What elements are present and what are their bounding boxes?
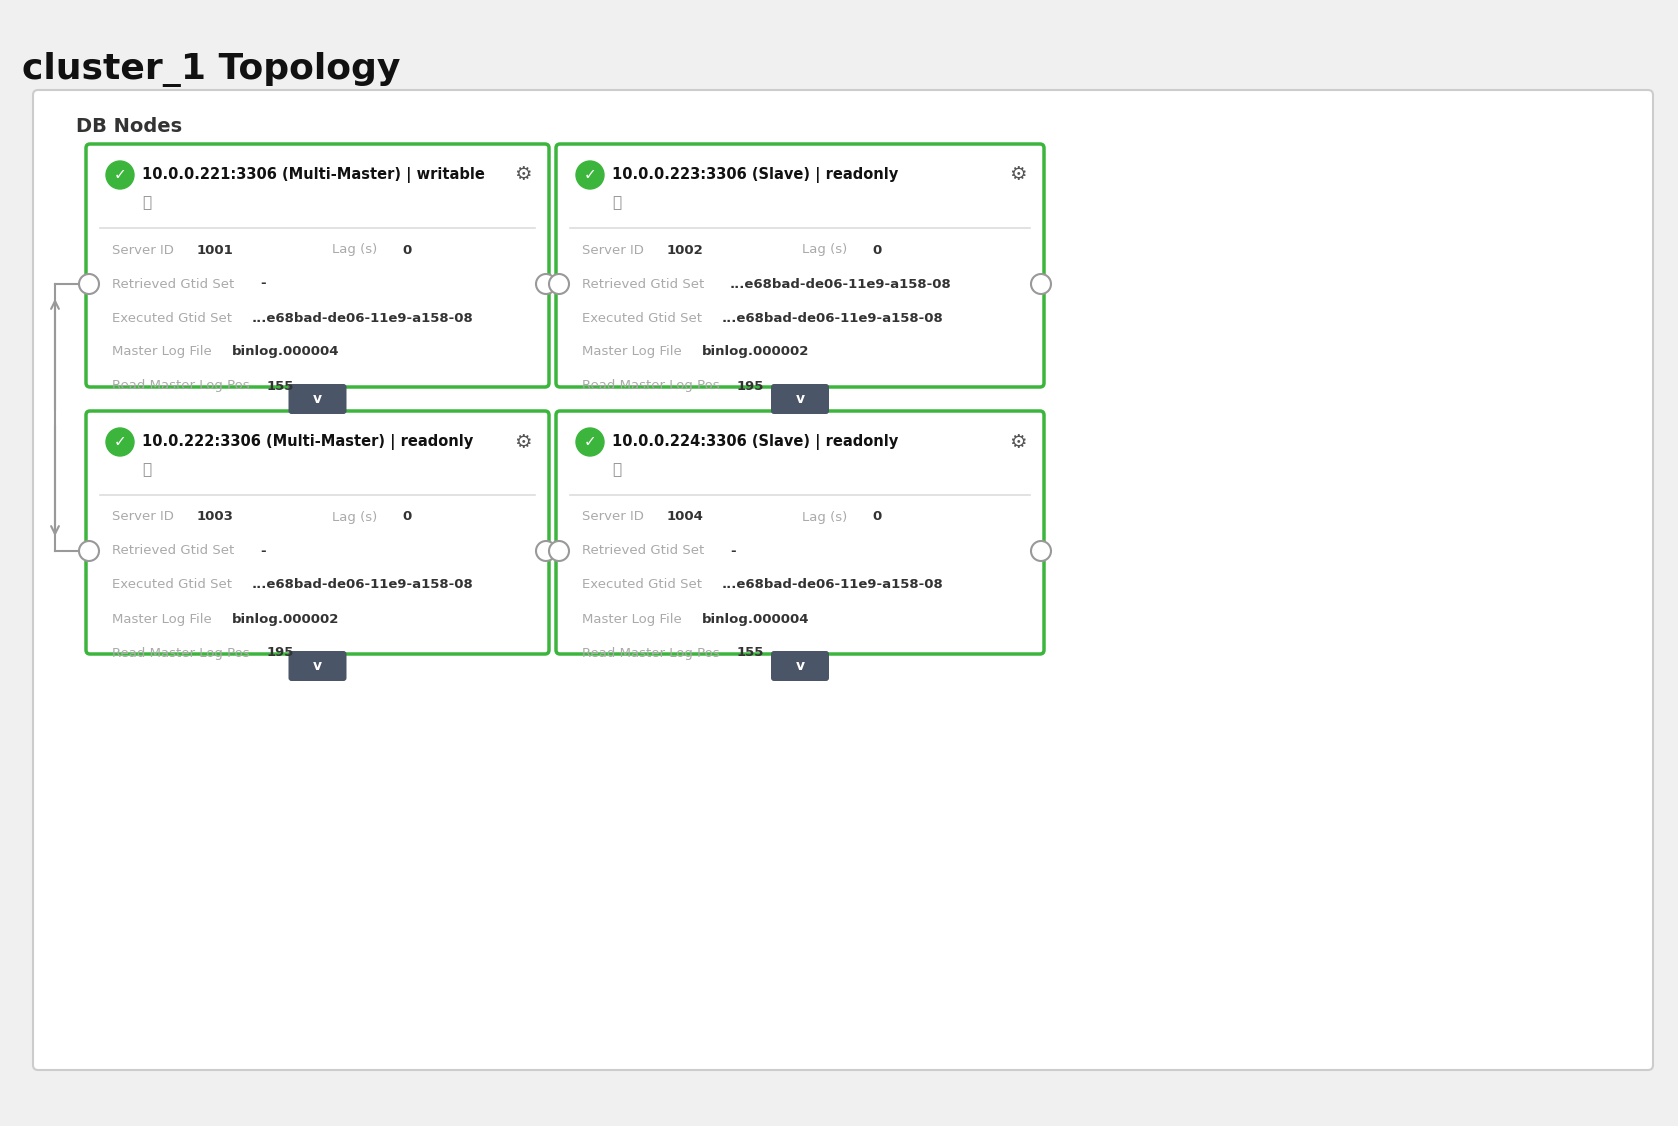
Text: Executed Gtid Set: Executed Gtid Set [582,312,701,324]
Text: Master Log File: Master Log File [582,613,681,626]
Text: v: v [314,659,322,673]
FancyBboxPatch shape [86,144,549,387]
Text: 10.0.0.223:3306 (Slave) | readonly: 10.0.0.223:3306 (Slave) | readonly [612,167,898,184]
Text: Retrieved Gtid Set: Retrieved Gtid Set [112,277,235,291]
Circle shape [549,274,569,294]
Text: ⧉: ⧉ [143,196,151,211]
Circle shape [79,540,99,561]
Circle shape [576,161,604,189]
Text: 10.0.0.224:3306 (Slave) | readonly: 10.0.0.224:3306 (Slave) | readonly [612,434,898,450]
Text: 0: 0 [403,243,411,257]
Text: ...e68bad-de06-11e9-a158-08: ...e68bad-de06-11e9-a158-08 [730,277,951,291]
Text: -: - [260,277,265,291]
Text: Executed Gtid Set: Executed Gtid Set [112,579,232,591]
Text: ...e68bad-de06-11e9-a158-08: ...e68bad-de06-11e9-a158-08 [252,579,473,591]
Text: 0: 0 [873,510,881,524]
FancyBboxPatch shape [86,411,549,654]
Text: binlog.000004: binlog.000004 [701,613,809,626]
Text: -: - [730,545,735,557]
Text: ...e68bad-de06-11e9-a158-08: ...e68bad-de06-11e9-a158-08 [722,579,943,591]
Text: 195: 195 [737,379,765,393]
Text: Retrieved Gtid Set: Retrieved Gtid Set [582,545,705,557]
Text: Lag (s): Lag (s) [332,510,378,524]
Text: ⚙: ⚙ [513,166,532,185]
Text: binlog.000002: binlog.000002 [232,613,339,626]
Text: Server ID: Server ID [112,243,175,257]
Text: ✓: ✓ [584,168,596,182]
FancyBboxPatch shape [555,411,1044,654]
Circle shape [79,274,99,294]
Text: v: v [795,392,804,406]
Text: Read Master Log Pos: Read Master Log Pos [582,379,720,393]
Text: Read Master Log Pos: Read Master Log Pos [112,646,250,660]
Circle shape [106,161,134,189]
Text: Master Log File: Master Log File [112,613,211,626]
Text: v: v [795,659,804,673]
Text: cluster_1 Topology: cluster_1 Topology [22,52,401,87]
Text: ⧉: ⧉ [612,196,621,211]
Text: -: - [260,545,265,557]
Text: Server ID: Server ID [582,243,644,257]
Text: Retrieved Gtid Set: Retrieved Gtid Set [582,277,705,291]
Text: ...e68bad-de06-11e9-a158-08: ...e68bad-de06-11e9-a158-08 [252,312,473,324]
Text: Master Log File: Master Log File [112,346,211,358]
Circle shape [106,428,134,456]
Text: 1002: 1002 [666,243,703,257]
Text: 1004: 1004 [666,510,703,524]
Circle shape [1030,540,1050,561]
FancyBboxPatch shape [289,384,346,414]
Text: ⧉: ⧉ [612,463,621,477]
Text: Executed Gtid Set: Executed Gtid Set [582,579,701,591]
Text: 0: 0 [873,243,881,257]
Text: ✓: ✓ [114,435,126,449]
Text: Lag (s): Lag (s) [802,510,847,524]
Text: Lag (s): Lag (s) [332,243,378,257]
Circle shape [1030,274,1050,294]
FancyBboxPatch shape [770,651,829,681]
Text: 1003: 1003 [196,510,233,524]
Text: 155: 155 [737,646,765,660]
Text: Lag (s): Lag (s) [802,243,847,257]
Text: Server ID: Server ID [112,510,175,524]
Text: »: » [547,275,559,294]
Text: Master Log File: Master Log File [582,346,681,358]
Text: binlog.000002: binlog.000002 [701,346,809,358]
FancyBboxPatch shape [289,651,346,681]
Circle shape [535,540,555,561]
Text: ✓: ✓ [114,168,126,182]
Text: DB Nodes: DB Nodes [76,117,183,136]
Text: v: v [314,392,322,406]
FancyBboxPatch shape [34,90,1653,1070]
FancyBboxPatch shape [770,384,829,414]
Circle shape [535,274,555,294]
Text: »: » [547,542,559,561]
Text: ⚙: ⚙ [513,432,532,452]
Text: 195: 195 [267,646,294,660]
Text: binlog.000004: binlog.000004 [232,346,339,358]
Text: 10.0.0.221:3306 (Multi-Master) | writable: 10.0.0.221:3306 (Multi-Master) | writabl… [143,167,485,184]
FancyBboxPatch shape [555,144,1044,387]
Text: 155: 155 [267,379,294,393]
Text: ...e68bad-de06-11e9-a158-08: ...e68bad-de06-11e9-a158-08 [722,312,943,324]
Text: ✓: ✓ [584,435,596,449]
Text: Read Master Log Pos: Read Master Log Pos [582,646,720,660]
Circle shape [576,428,604,456]
Circle shape [549,540,569,561]
Text: 0: 0 [403,510,411,524]
Text: Retrieved Gtid Set: Retrieved Gtid Set [112,545,235,557]
Text: ⚙: ⚙ [1008,432,1027,452]
Text: ⚙: ⚙ [1008,166,1027,185]
Text: Executed Gtid Set: Executed Gtid Set [112,312,232,324]
Text: 10.0.222:3306 (Multi-Master) | readonly: 10.0.222:3306 (Multi-Master) | readonly [143,434,473,450]
Text: ⧉: ⧉ [143,463,151,477]
Text: Server ID: Server ID [582,510,644,524]
Text: Read Master Log Pos: Read Master Log Pos [112,379,250,393]
Text: 1001: 1001 [196,243,233,257]
